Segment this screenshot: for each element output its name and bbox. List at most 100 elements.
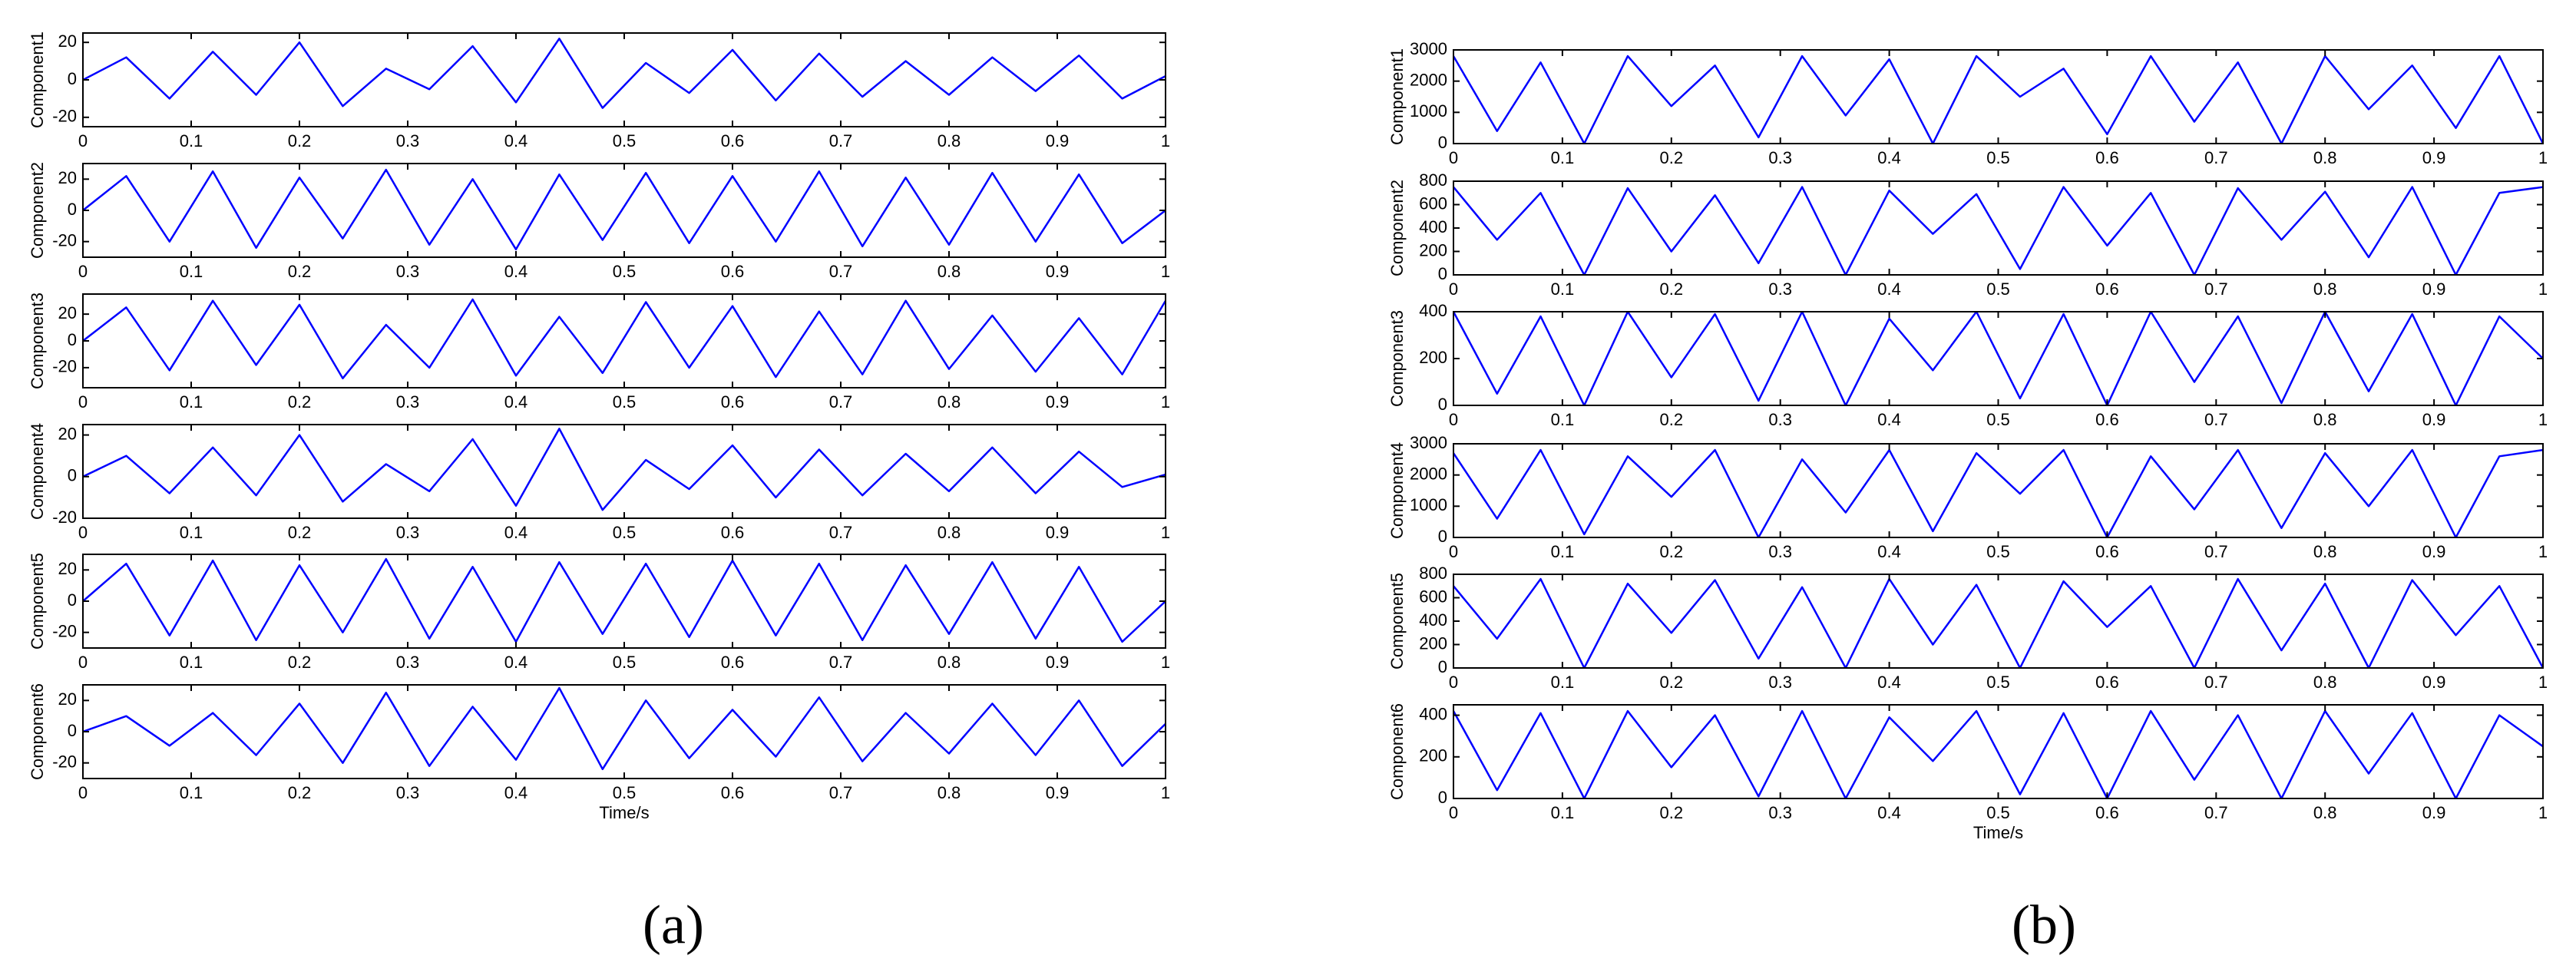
- x-tick-label: 0.2: [1660, 542, 1684, 561]
- y-tick-label: 20: [58, 168, 77, 187]
- plot-area: [83, 168, 1166, 251]
- x-tick-label: 0.8: [937, 783, 961, 802]
- x-tick-label: 0.9: [1046, 262, 1070, 281]
- x-tick-label: 1: [1161, 653, 1170, 672]
- panel-caption: (b): [2012, 894, 2076, 956]
- x-tick-label: 1: [1161, 783, 1170, 802]
- y-tick-label: 400: [1419, 610, 1447, 630]
- x-tick-label: 0.3: [396, 262, 420, 281]
- x-tick-label: 0.6: [721, 783, 745, 802]
- x-tick-label: 0.7: [829, 653, 853, 672]
- x-tick-label: 0: [78, 262, 88, 281]
- y-tick-label: 0: [1438, 133, 1447, 152]
- y-tick-label: 2000: [1410, 464, 1447, 483]
- x-tick-label: 0.2: [288, 131, 312, 150]
- y-tick-label: 20: [58, 559, 77, 578]
- y-tick-label: 0: [1438, 264, 1447, 283]
- y-axis-label: Component3: [28, 293, 47, 389]
- x-tick-label: 0.4: [504, 783, 528, 802]
- x-tick-label: 0.6: [2095, 803, 2119, 822]
- y-tick-label: 0: [68, 330, 77, 349]
- y-tick-label: 0: [1438, 788, 1447, 807]
- y-tick-label: 0: [1438, 395, 1447, 414]
- signal-line: [1453, 709, 2543, 798]
- x-tick-label: 0.1: [180, 783, 203, 802]
- x-tick-label: 0.7: [2204, 673, 2228, 692]
- y-tick-label: 0: [68, 200, 77, 219]
- panel-caption: (a): [643, 894, 704, 956]
- y-axis-label: Component1: [28, 31, 47, 128]
- axes-box: [82, 684, 1166, 779]
- x-tick-label: 0: [1449, 673, 1458, 692]
- x-tick-label: 0.8: [2313, 279, 2337, 299]
- x-tick-label: 1: [2538, 148, 2548, 167]
- plot-area: [83, 428, 1166, 511]
- x-tick-label: 0.8: [937, 262, 961, 281]
- x-tick-label: 0.9: [1046, 392, 1070, 412]
- y-tick-label: 400: [1419, 301, 1447, 320]
- x-tick-label: 0.7: [829, 262, 853, 281]
- x-axis-label: Time/s: [599, 803, 649, 822]
- x-tick-label: 0.8: [2313, 410, 2337, 429]
- x-tick-label: 0.4: [504, 653, 528, 672]
- x-tick-label: 0.7: [2204, 410, 2228, 429]
- x-tick-label: 0.1: [180, 131, 203, 150]
- y-axis-label: Component5: [1387, 573, 1407, 669]
- x-tick-label: 0.9: [2422, 410, 2446, 429]
- x-tick-label: 0.1: [180, 392, 203, 412]
- axes-box: [1453, 180, 2544, 276]
- x-tick-label: 0: [78, 523, 88, 542]
- x-tick-label: 0.2: [1660, 410, 1684, 429]
- y-tick-label: -20: [52, 107, 77, 126]
- x-tick-label: 0.1: [1551, 673, 1575, 692]
- x-tick-label: 0.4: [504, 392, 528, 412]
- x-tick-label: 0.9: [1046, 131, 1070, 150]
- axes-box: [1453, 311, 2544, 406]
- subplot: 0 0.1 0.2 0.3 0.4 0.5 0.6 0.7 0.8 0.9 1 0 200 400 600 8…: [1387, 564, 2548, 692]
- x-tick-label: 0.6: [721, 653, 745, 672]
- x-tick-label: 0: [1449, 410, 1458, 429]
- x-tick-label: 0: [1449, 542, 1458, 561]
- signal-line: [83, 38, 1166, 109]
- axes-box: [1453, 574, 2544, 669]
- x-tick-label: 1: [2538, 673, 2548, 692]
- plot-area: [1453, 186, 2543, 275]
- y-axis-label: Component3: [1387, 310, 1407, 407]
- subplot: 0 0.1 0.2 0.3 0.4 0.5 0.6 0.7 0.8 0.9 1 0 200 400 Comp…: [1387, 301, 2548, 429]
- y-tick-label: 400: [1419, 217, 1447, 236]
- x-tick-label: 0.3: [396, 653, 420, 672]
- subplot: 0 0.1 0.2 0.3 0.4 0.5 0.6 0.7 0.8 0.9 1-20020Compo…: [28, 423, 1170, 542]
- y-tick-label: 400: [1419, 704, 1447, 723]
- y-tick-label: 0: [68, 69, 77, 88]
- signal-line: [83, 298, 1166, 380]
- x-tick-label: 1: [2538, 279, 2548, 299]
- x-tick-label: 0.8: [937, 653, 961, 672]
- x-tick-label: 0: [1449, 148, 1458, 167]
- x-tick-label: 0.5: [1986, 673, 2010, 692]
- x-tick-label: 0.1: [1551, 148, 1575, 167]
- x-tick-label: 0.7: [2204, 803, 2228, 822]
- x-tick-label: 0.2: [288, 392, 312, 412]
- plot-area: [83, 298, 1166, 380]
- y-tick-label: 20: [58, 689, 77, 709]
- axes-box: [82, 32, 1166, 127]
- x-tick-label: 0.6: [2095, 279, 2119, 299]
- x-tick-label: 0.3: [396, 783, 420, 802]
- axes-box: [82, 163, 1166, 258]
- plot-area: [83, 557, 1166, 643]
- signal-line: [83, 557, 1166, 643]
- x-tick-label: 0.3: [1768, 410, 1792, 429]
- signal-line: [1453, 186, 2543, 275]
- y-tick-label: 200: [1419, 240, 1447, 260]
- x-tick-label: 0.2: [288, 262, 312, 281]
- y-axis-label: Component6: [1387, 703, 1407, 800]
- axes-box: [82, 293, 1166, 388]
- y-axis-label: Component5: [28, 553, 47, 650]
- signal-line: [1453, 312, 2543, 405]
- y-axis-label: Component2: [1387, 180, 1407, 276]
- subplot: 0 0.1 0.2 0.3 0.4 0.5 0.6 0.7 0.8 0.9 1-20020Compo…: [28, 683, 1170, 822]
- x-tick-label: 0.2: [288, 523, 312, 542]
- x-tick-label: 0.3: [1768, 279, 1792, 299]
- y-tick-label: 800: [1419, 564, 1447, 583]
